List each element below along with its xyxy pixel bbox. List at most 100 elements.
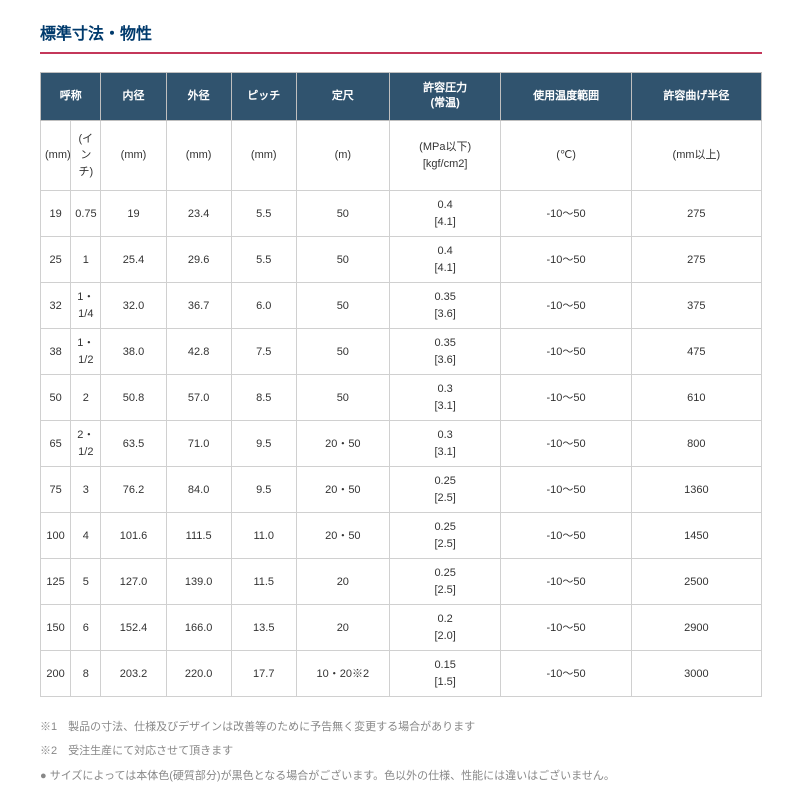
cell-pressure: 0.15[1.5] [389,651,501,697]
cell-pitch: 11.0 [231,513,296,559]
th-inner: 内径 [101,73,166,121]
cell-inch: 1・1/2 [71,329,101,375]
table-row: 50250.857.08.5500.3[3.1]-10～50610 [41,375,762,421]
cell-mm: 32 [41,283,71,329]
cell-mm: 50 [41,375,71,421]
th-bend: 許容曲げ半径 [631,73,761,121]
cell-inner: 19 [101,191,166,237]
cell-pressure: 0.4[4.1] [389,237,501,283]
cell-bend: 1360 [631,467,761,513]
cell-pitch: 8.5 [231,375,296,421]
note-line: ※2 受注生産にて対応させて頂きます [40,739,762,763]
cell-length: 20・50 [296,513,389,559]
th-length: 定尺 [296,73,389,121]
table-row: 25125.429.65.5500.4[4.1]-10～50275 [41,237,762,283]
cell-temp: -10～50 [501,651,631,697]
cell-inch: 4 [71,513,101,559]
cell-pitch: 13.5 [231,605,296,651]
unit-length: (m) [296,120,389,191]
cell-inch: 3 [71,467,101,513]
cell-outer: 57.0 [166,375,231,421]
cell-inch: 5 [71,559,101,605]
cell-pressure: 0.25[2.5] [389,559,501,605]
cell-mm: 125 [41,559,71,605]
cell-inner: 127.0 [101,559,166,605]
cell-bend: 2500 [631,559,761,605]
cell-outer: 42.8 [166,329,231,375]
cell-temp: -10～50 [501,375,631,421]
cell-pitch: 9.5 [231,467,296,513]
cell-outer: 84.0 [166,467,231,513]
note-line: ※1 製品の寸法、仕様及びデザインは改善等のために予告無く変更する場合があります [40,715,762,739]
cell-inner: 152.4 [101,605,166,651]
unit-pitch: (mm) [231,120,296,191]
cell-bend: 800 [631,421,761,467]
cell-inch: 2 [71,375,101,421]
page-title: 標準寸法・物性 [40,20,762,54]
unit-row: (mm) (インチ) (mm) (mm) (mm) (m) (MPa以下)[kg… [41,120,762,191]
table-row: 321・1/432.036.76.0500.35[3.6]-10～50375 [41,283,762,329]
th-temp: 使用温度範囲 [501,73,631,121]
cell-outer: 36.7 [166,283,231,329]
cell-inner: 76.2 [101,467,166,513]
cell-pressure: 0.4[4.1] [389,191,501,237]
cell-inner: 50.8 [101,375,166,421]
cell-length: 20 [296,605,389,651]
cell-inch: 2・1/2 [71,421,101,467]
cell-bend: 275 [631,237,761,283]
cell-bend: 1450 [631,513,761,559]
cell-outer: 220.0 [166,651,231,697]
cell-bend: 3000 [631,651,761,697]
cell-bend: 375 [631,283,761,329]
cell-length: 50 [296,283,389,329]
cell-inch: 1 [71,237,101,283]
cell-outer: 111.5 [166,513,231,559]
table-row: 652・1/263.571.09.520・500.3[3.1]-10～50800 [41,421,762,467]
cell-length: 20・50 [296,421,389,467]
table-row: 190.751923.45.5500.4[4.1]-10～50275 [41,191,762,237]
cell-bend: 2900 [631,605,761,651]
cell-inner: 63.5 [101,421,166,467]
cell-temp: -10～50 [501,237,631,283]
spec-table: 呼称 内径 外径 ピッチ 定尺 許容圧力(常温) 使用温度範囲 許容曲げ半径 (… [40,72,762,697]
th-outer: 外径 [166,73,231,121]
cell-bend: 610 [631,375,761,421]
cell-temp: -10～50 [501,191,631,237]
cell-pressure: 0.35[3.6] [389,283,501,329]
cell-inner: 101.6 [101,513,166,559]
th-pressure: 許容圧力(常温) [389,73,501,121]
note-line: ● サイズによっては本体色(硬質部分)が黒色となる場合がございます。色以外の仕様… [40,764,762,788]
table-row: 1004101.6111.511.020・500.25[2.5]-10～5014… [41,513,762,559]
cell-length: 50 [296,237,389,283]
cell-pressure: 0.25[2.5] [389,467,501,513]
notes-section: ※1 製品の寸法、仕様及びデザインは改善等のために予告無く変更する場合があります… [40,715,762,788]
cell-inch: 1・1/4 [71,283,101,329]
table-body: (mm) (インチ) (mm) (mm) (mm) (m) (MPa以下)[kg… [41,120,762,697]
cell-pitch: 11.5 [231,559,296,605]
cell-temp: -10～50 [501,421,631,467]
cell-mm: 25 [41,237,71,283]
unit-bend: (mm以上) [631,120,761,191]
unit-temp: (℃) [501,120,631,191]
cell-inch: 6 [71,605,101,651]
cell-mm: 19 [41,191,71,237]
unit-mm: (mm) [41,120,71,191]
cell-length: 10・20※2 [296,651,389,697]
cell-length: 20 [296,559,389,605]
cell-mm: 38 [41,329,71,375]
th-nominal: 呼称 [41,73,101,121]
cell-pressure: 0.25[2.5] [389,513,501,559]
cell-temp: -10～50 [501,513,631,559]
cell-mm: 75 [41,467,71,513]
cell-outer: 166.0 [166,605,231,651]
table-header: 呼称 内径 外径 ピッチ 定尺 許容圧力(常温) 使用温度範囲 許容曲げ半径 [41,73,762,121]
cell-temp: -10～50 [501,467,631,513]
cell-length: 50 [296,329,389,375]
unit-inner: (mm) [101,120,166,191]
table-row: 1255127.0139.011.5200.25[2.5]-10～502500 [41,559,762,605]
cell-length: 50 [296,191,389,237]
th-pitch: ピッチ [231,73,296,121]
cell-temp: -10～50 [501,559,631,605]
cell-mm: 65 [41,421,71,467]
cell-mm: 150 [41,605,71,651]
